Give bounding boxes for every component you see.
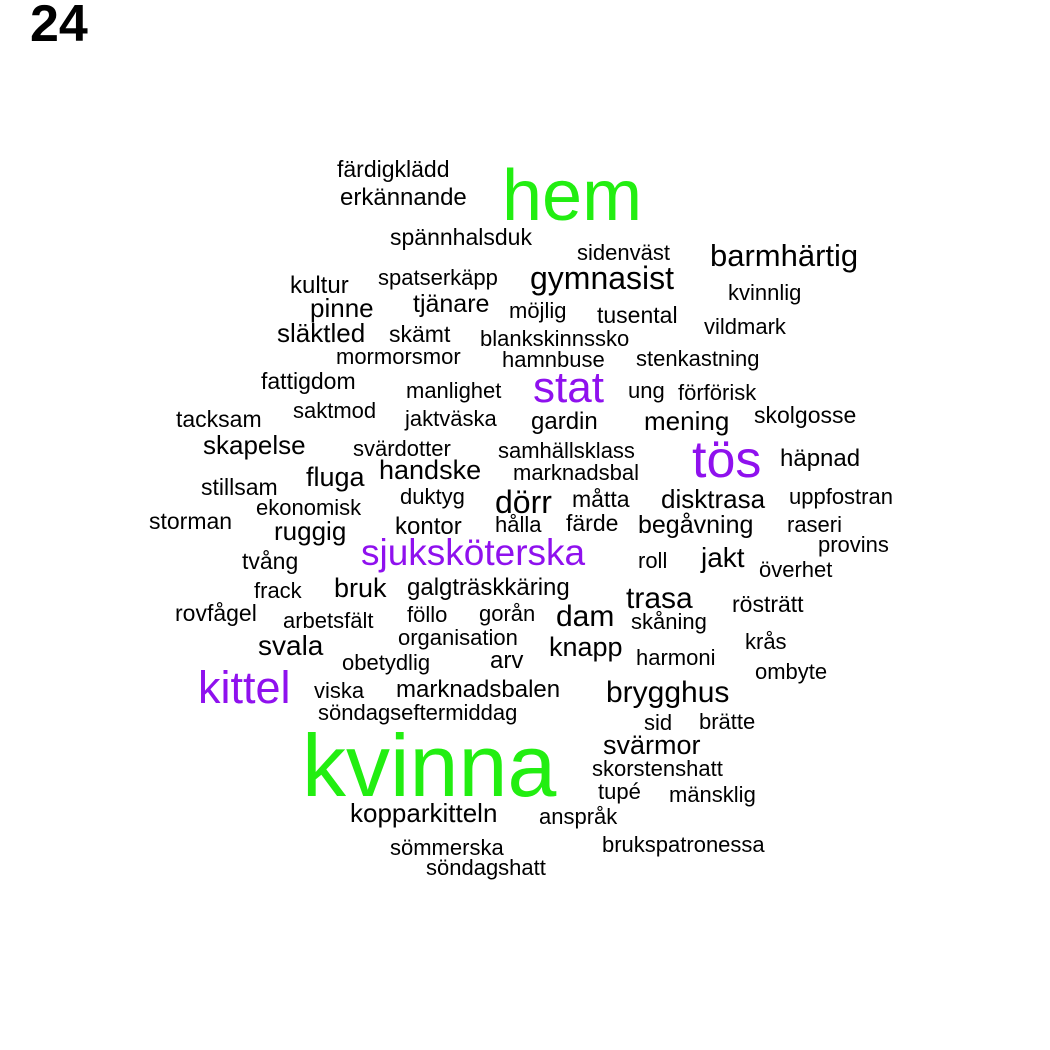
word-60: överhet [759,557,833,582]
word-22: fattigdom [261,368,356,394]
word-43: dörr [495,484,552,520]
word-51: hålla [495,512,542,537]
word-23: manlighet [406,378,502,403]
word-19: mormorsmor [336,344,461,369]
word-9: kultur [290,272,349,299]
word-89: skorstenshatt [592,756,723,781]
word-21: stenkastning [636,346,760,371]
word-11: pinne [310,293,374,323]
word-78: harmoni [636,645,716,670]
word-70: dam [556,600,615,633]
word-26: förförisk [678,380,757,405]
word-13: möjlig [509,298,567,323]
word-4: spännhalsduk [390,224,532,250]
word-27: tacksam [176,406,262,432]
word-46: uppfostran [789,484,893,509]
word-12: tjänare [413,290,490,318]
word-48: storman [149,508,233,534]
word-28: saktmod [293,398,377,423]
word-56: sjuksköterska [361,532,586,573]
word-32: skolgosse [754,402,857,428]
word-1: färdigklädd [337,156,450,182]
word-73: organisation [398,625,518,650]
word-50: kontor [395,513,462,540]
word-34: svärdotter [353,436,451,461]
word-52: färde [566,510,619,536]
word-82: marknadsbalen [396,676,561,703]
word-90: tupé [598,779,641,804]
word-31: mening [644,406,730,436]
word-87: svärmor [603,730,701,760]
word-8: gymnasist [530,260,675,296]
word-84: söndagseftermiddag [318,700,518,725]
word-47: ekonomisk [256,495,362,520]
word-44: måtta [572,486,630,512]
word-64: trasa [626,582,693,615]
word-74: knapp [549,632,623,662]
word-53: begåvning [638,511,754,539]
word-77: arv [490,647,524,674]
word-15: vildmark [704,314,786,339]
word-17: skämt [389,321,451,347]
word-18: blankskinnssko [480,326,630,351]
word-95: brukspatronessa [602,832,765,857]
word-59: jakt [701,542,745,573]
word-49: ruggig [274,516,347,546]
word-67: arbetsfält [283,608,374,633]
word-76: obetydlig [342,650,431,675]
word-86: brätte [699,709,756,734]
word-3: erkännande [340,184,467,211]
word-62: bruk [334,573,387,603]
word-66: rovfågel [175,600,257,626]
word-14: tusental [597,302,678,328]
word-20: hamnbuse [502,347,605,372]
word-72: svala [258,630,324,661]
word-54: raseri [787,512,843,537]
word-29: jaktväska [405,406,497,431]
word-16: släktled [277,318,366,348]
word-91: mänsklig [669,782,756,807]
word-68: föllo [407,602,448,627]
word-7: spatserkäpp [378,265,498,290]
page-number-label: 24 [30,0,88,53]
word-41: stillsam [201,474,278,500]
word-80: kittel [198,662,291,713]
word-65: rösträtt [732,591,804,617]
word-25: ung [628,378,665,403]
word-38: handske [379,455,482,485]
word-24: stat [533,363,604,412]
word-71: skåning [631,609,707,634]
word-93: anspråk [539,804,618,829]
word-42: duktyg [400,484,465,509]
word-6: barmhärtig [710,238,859,273]
word-85: sid [644,710,673,735]
word-94: sömmerska [390,835,504,860]
word-69: gorån [479,601,536,626]
word-63: galgträskkäring [407,574,570,601]
word-83: brygghus [606,676,730,709]
word-75: krås [745,629,787,654]
word-88: kvinna [302,716,557,815]
word-2: hem [502,156,643,236]
word-5: sidenväst [577,240,670,265]
word-30: gardin [531,408,598,435]
word-55: provins [818,532,889,557]
word-57: tvång [242,548,299,574]
word-79: ombyte [755,659,828,684]
word-39: marknadsbal [513,460,639,485]
word-35: samhällsklass [498,438,635,463]
word-33: skapelse [203,430,306,460]
word-96: söndagshatt [426,855,546,880]
word-36: tös [692,431,762,489]
word-61: frack [254,578,302,603]
word-45: disktrasa [661,484,766,514]
word-10: kvinnlig [728,280,802,305]
word-92: kopparkitteln [350,798,498,828]
word-37: häpnad [780,445,861,472]
word-58: roll [638,548,668,573]
word-40: fluga [306,462,365,492]
word-81: viska [314,678,365,703]
